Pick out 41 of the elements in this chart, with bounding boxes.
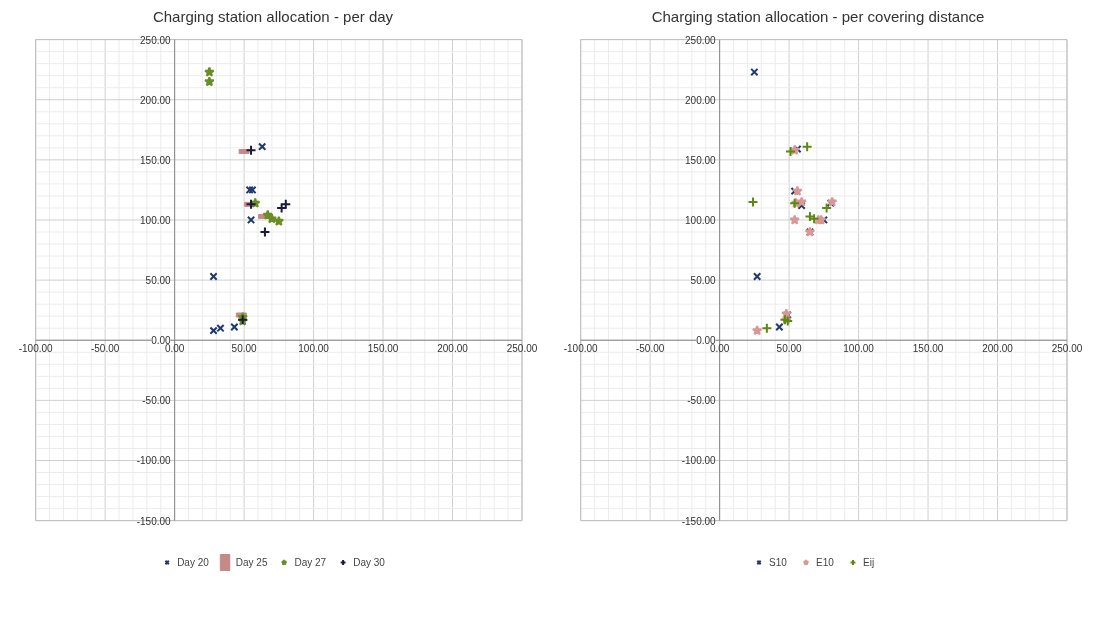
y-tick-label: 50.00 [145,275,172,287]
legend-label: E10 [816,556,835,568]
legend-label: S10 [769,556,788,568]
y-tick-label: -150.00 [681,515,717,527]
y-tick-label: 50.00 [690,275,717,287]
y-tick-label: 100.00 [140,214,172,226]
y-tick-label: -100.00 [136,455,172,467]
x-tick-label: 150.00 [912,343,944,355]
y-tick-label: 150.00 [140,154,172,166]
x-tick-label: 250.00 [1051,343,1083,355]
x-tick-label: 100.00 [843,343,875,355]
x-tick-label: -100.00 [563,343,599,355]
y-tick-label: 200.00 [685,94,717,106]
x-tick-label: 200.00 [982,343,1014,355]
x-tick-label: 50.00 [776,343,803,355]
y-tick-label: 250.00 [140,34,172,46]
x-tick-label: 200.00 [437,343,469,355]
legend-label: Day 20 [177,556,209,568]
y-tick-label: -50.00 [687,395,717,407]
legend-label: Day 27 [294,556,327,568]
x-tick-label: 250.00 [506,343,538,355]
legend-label: Day 25 [235,556,268,568]
y-tick-label: 200.00 [140,94,172,106]
x-tick-label: -100.00 [18,343,54,355]
x-tick-label: -50.00 [635,343,665,355]
y-tick-label: 100.00 [685,214,717,226]
x-tick-label: 150.00 [367,343,399,355]
y-tick-label: 0.00 [151,335,172,347]
chart-title: Charging station allocation - per day [152,7,394,25]
y-tick-label: -50.00 [142,395,172,407]
x-tick-label: -50.00 [90,343,120,355]
x-tick-label: 100.00 [298,343,330,355]
x-tick-label: 50.00 [231,343,258,355]
y-tick-label: 150.00 [685,154,717,166]
y-tick-label: 0.00 [696,335,717,347]
y-tick-label: -100.00 [681,455,717,467]
legend-label: Day 30 [353,556,385,568]
y-tick-label: -150.00 [136,515,172,527]
chart-title: Charging station allocation - per covering distance [651,7,985,25]
y-tick-label: 250.00 [685,34,717,46]
legend-label: Eij [863,556,876,568]
